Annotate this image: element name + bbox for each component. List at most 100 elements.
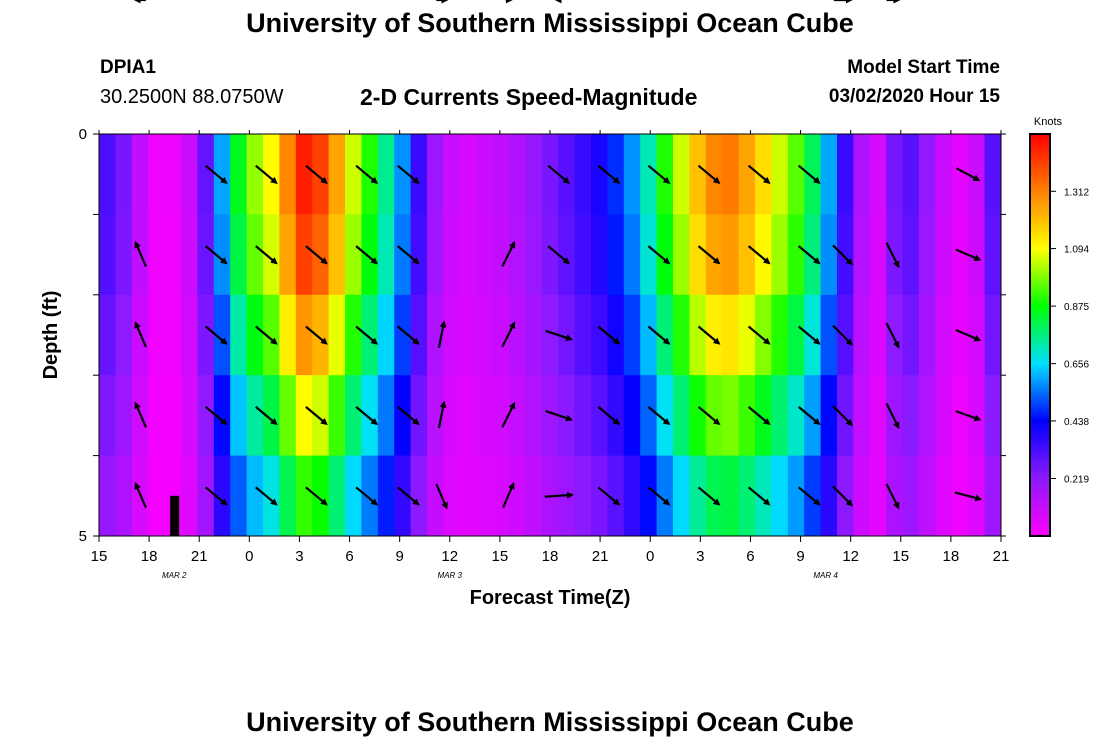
gauge-bar <box>170 495 180 536</box>
current-arrow <box>397 325 420 345</box>
current-arrow <box>545 410 573 422</box>
heatmap-cell <box>427 375 444 457</box>
heatmap-cell <box>755 455 772 536</box>
heatmap-cell <box>804 294 822 376</box>
heatmap-cell <box>640 294 658 376</box>
heatmap-cell <box>607 294 625 376</box>
heatmap-cell <box>328 294 346 376</box>
heatmap-cell <box>820 134 838 215</box>
current-arrow <box>597 486 621 506</box>
heatmap-cell <box>935 214 953 296</box>
current-arrow <box>797 325 821 345</box>
heatmap-cell <box>951 375 969 457</box>
heatmap-cell <box>771 214 789 296</box>
heatmap-cell <box>919 455 936 536</box>
current-arrow <box>502 482 515 509</box>
current-arrow <box>955 167 981 182</box>
heatmap-cell <box>164 294 182 376</box>
current-arrow <box>647 406 671 426</box>
heatmap-cell <box>623 294 641 376</box>
current-arrow <box>255 245 278 265</box>
heatmap-cell <box>541 214 559 296</box>
heatmap-cell <box>722 455 740 536</box>
heatmap-cell <box>804 134 822 215</box>
heatmap-cell <box>886 455 904 536</box>
current-arrow <box>437 400 447 429</box>
heatmap-cell <box>410 455 428 536</box>
heatmap-cell <box>246 214 264 296</box>
colorbar-tick-label: 1.094 <box>1064 245 1089 256</box>
heatmap-cell <box>492 214 510 296</box>
heatmap-cell <box>328 375 346 457</box>
heatmap-cell <box>919 294 936 376</box>
heatmap-cell <box>886 375 904 457</box>
current-arrow <box>955 248 982 261</box>
x-tick-label: 9 <box>395 548 403 565</box>
x-tick-label: 3 <box>295 548 303 565</box>
heatmap-cell <box>312 455 330 536</box>
heatmap-cell <box>541 294 559 376</box>
current-arrow <box>647 486 671 506</box>
heatmap-cell <box>345 375 362 457</box>
heatmap-cell <box>919 134 936 215</box>
heatmap-cell <box>312 294 330 376</box>
heatmap-cell <box>312 375 330 457</box>
heatmap-cell <box>656 214 674 296</box>
heatmap-cell <box>279 375 297 457</box>
heatmap-cell <box>263 294 280 376</box>
current-arrow <box>397 245 420 265</box>
date-label: MAR 2 <box>162 571 187 580</box>
x-tick-label: 0 <box>646 548 654 565</box>
heatmap-cell <box>115 214 133 296</box>
heatmap-cell <box>869 134 887 215</box>
heatmap-cell <box>951 134 969 215</box>
heatmap-cell <box>394 134 412 215</box>
heatmap-cell <box>755 214 772 296</box>
heatmap-cell <box>345 455 362 536</box>
x-tick-label: 18 <box>542 548 559 565</box>
heatmap-cell <box>574 375 592 457</box>
heatmap-cell <box>820 455 838 536</box>
current-arrow <box>255 164 278 184</box>
heatmap-cell <box>443 375 461 457</box>
heatmap-cell <box>99 455 116 536</box>
heatmap-cell <box>771 455 789 536</box>
heatmap-cell <box>181 294 198 376</box>
colorbar-tick-label: 0.875 <box>1064 302 1089 313</box>
current-arrow <box>437 320 447 349</box>
heatmap-cell <box>345 294 362 376</box>
current-arrow <box>697 486 721 506</box>
station-id: DPIA1 <box>100 57 156 78</box>
heatmap-cell <box>623 214 641 296</box>
current-arrow <box>255 486 278 506</box>
current-arrow <box>305 406 328 426</box>
heatmap-cell <box>705 375 723 457</box>
heatmap-cell <box>722 214 740 296</box>
heatmap-cell <box>148 375 166 457</box>
heatmap-cell <box>361 134 379 215</box>
heatmap-cell <box>738 214 756 296</box>
x-tick-label: 15 <box>492 548 509 565</box>
heatmap-cell <box>377 214 395 296</box>
colorbar-tick-label: 1.312 <box>1064 187 1089 198</box>
heatmap-cell <box>476 214 494 296</box>
heatmap-cell <box>197 134 215 215</box>
heatmap-cell <box>361 214 379 296</box>
heatmap-cell <box>148 294 166 376</box>
heatmap-cell <box>673 214 690 296</box>
currents-chart: 15 18 21 0 3 6 9 12 15 18 21 0 3 6 9 12 15 18 21 MAR 2 MAR 3… <box>40 0 1089 609</box>
heatmap-cell <box>361 294 379 376</box>
heatmap-cell <box>164 214 182 296</box>
current-arrow <box>597 406 621 426</box>
heatmap-cell <box>820 214 838 296</box>
x-axis: 15 18 21 0 3 6 9 12 15 18 21 0 3 6 9 12 15 18 21 MAR 2 MAR 3… <box>91 130 1009 580</box>
heatmap-cell <box>837 375 854 457</box>
heatmap-cell <box>984 455 1001 536</box>
heatmap-cell <box>295 294 313 376</box>
heatmap-cell <box>919 375 936 457</box>
heatmap-cell <box>164 375 182 457</box>
heatmap-cell <box>722 134 740 215</box>
current-arrow <box>797 164 821 184</box>
heatmap-cell <box>492 375 510 457</box>
heatmap-cell <box>574 214 592 296</box>
